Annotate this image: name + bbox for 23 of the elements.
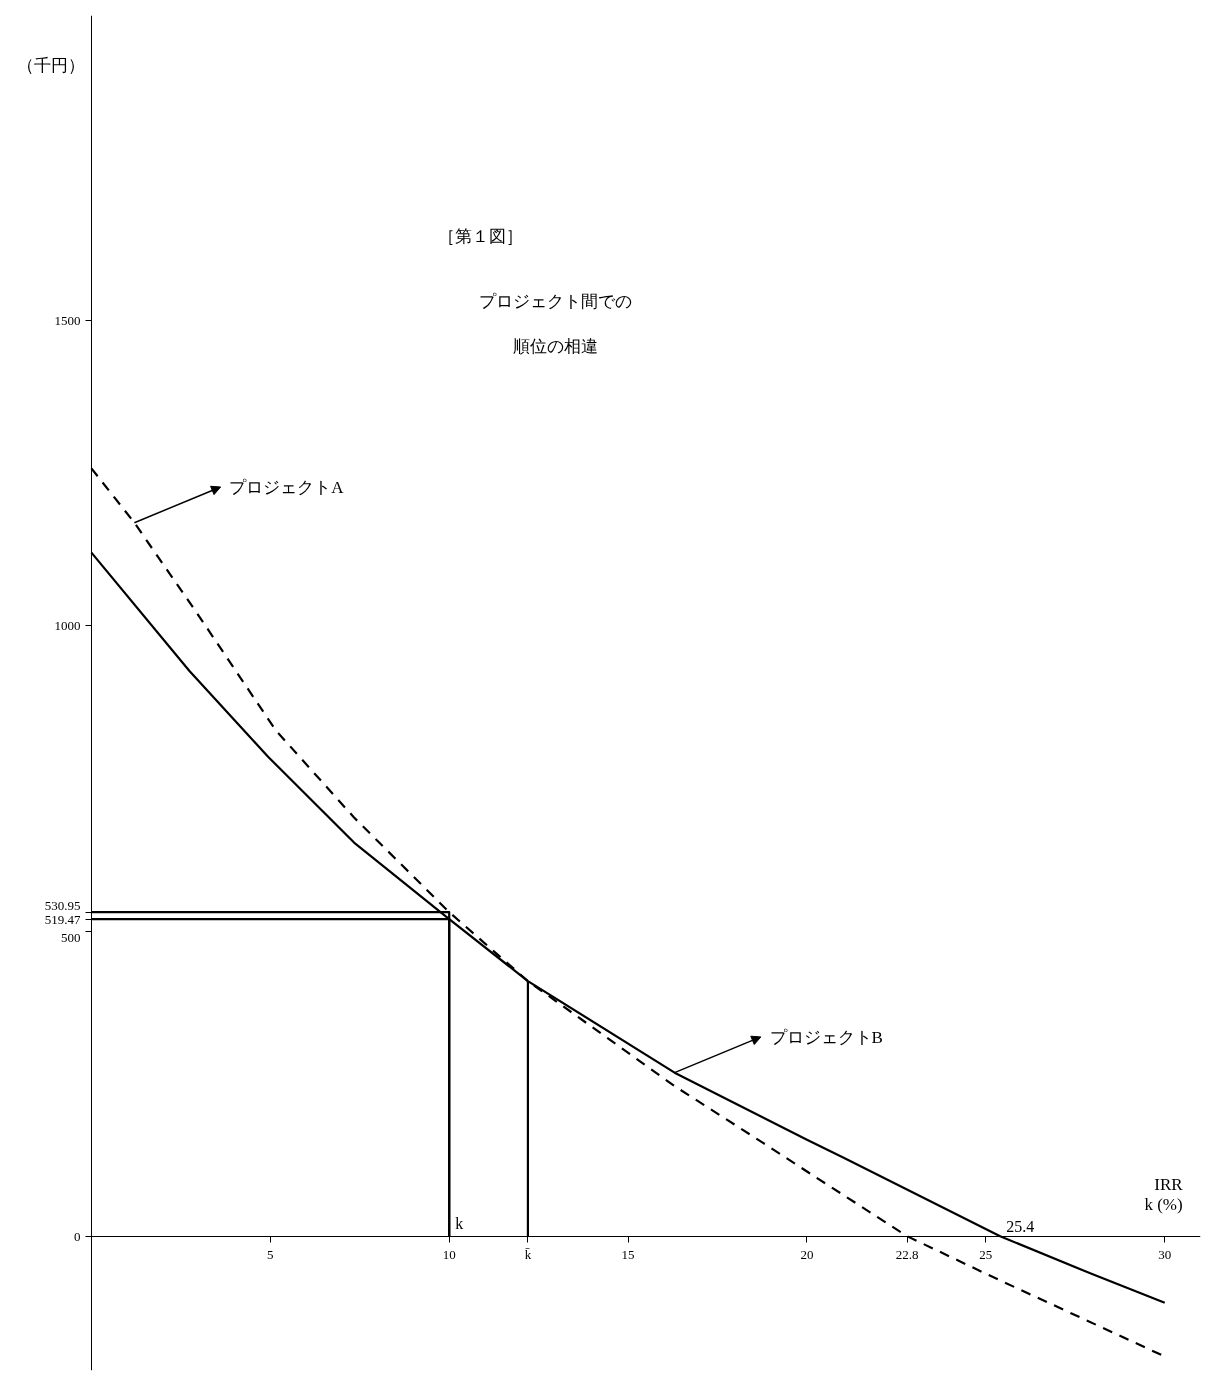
text: プロジェクト間での bbox=[479, 291, 632, 311]
y-tick-label: 500 bbox=[60, 930, 81, 946]
annotation: 順位の相違 bbox=[513, 336, 598, 356]
x-tick-label: 20 bbox=[800, 1247, 814, 1263]
x-tick-label: 15 bbox=[621, 1247, 635, 1263]
y-tick-label: 519.47 bbox=[44, 911, 81, 927]
x-tick-label: 5 bbox=[267, 1247, 274, 1263]
annotation: プロジェクトB bbox=[769, 1028, 883, 1048]
annotation: プロジェクトA bbox=[229, 478, 345, 498]
x-tick-label: 10 bbox=[442, 1247, 456, 1263]
y-tick-label: 0 bbox=[73, 1228, 81, 1244]
y-tick-label: 530.95 bbox=[44, 897, 81, 913]
y-tick-label: 1000 bbox=[54, 618, 81, 634]
annotation: k bbox=[455, 1215, 464, 1233]
x-axis-title: IRR k (%) bbox=[1144, 1175, 1184, 1215]
y-axis-title: （千円） bbox=[17, 56, 86, 75]
x-tick-label: k̄ bbox=[524, 1247, 532, 1263]
x-tick-label: 25 bbox=[979, 1247, 993, 1263]
x-tick-label: 22.8 bbox=[895, 1247, 919, 1263]
x-tick-label: 30 bbox=[1158, 1247, 1172, 1263]
y-tick-label: 1500 bbox=[54, 313, 81, 329]
annotation: 25.4 bbox=[1006, 1218, 1035, 1236]
text: ［第１図］ bbox=[438, 226, 523, 246]
